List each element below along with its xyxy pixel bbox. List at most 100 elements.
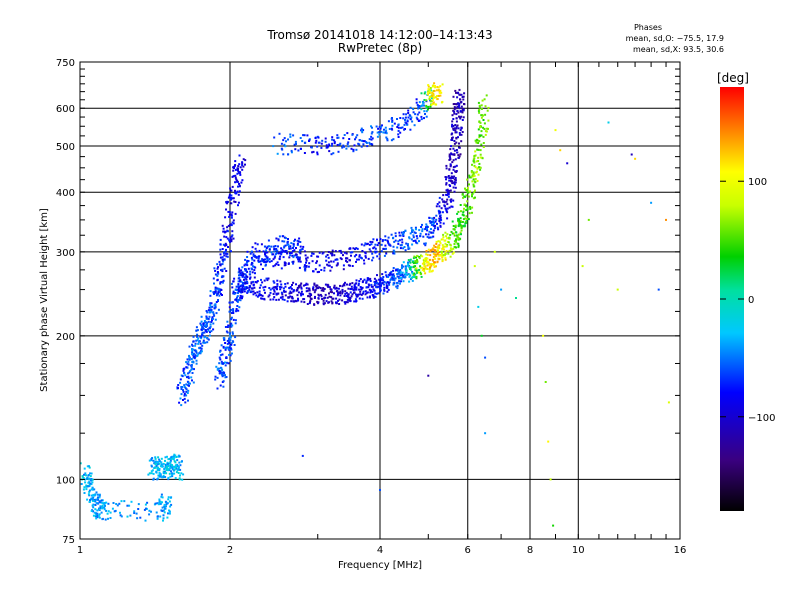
- trace-point: [470, 171, 473, 174]
- trace-point: [357, 282, 360, 285]
- trace-point: [472, 172, 475, 175]
- trace-point: [219, 370, 222, 373]
- trace-point: [155, 464, 158, 467]
- trace-point: [346, 260, 349, 263]
- trace-point: [174, 454, 177, 457]
- trace-point: [237, 201, 240, 204]
- trace-point: [217, 266, 219, 269]
- trace-point: [477, 173, 480, 176]
- trace-point: [325, 144, 328, 147]
- trace-point: [185, 394, 188, 397]
- trace-point: [163, 470, 166, 473]
- trace-point: [254, 272, 256, 275]
- trace-point: [429, 89, 432, 92]
- trace-point: [101, 501, 104, 504]
- trace-point: [244, 281, 247, 284]
- trace-point: [433, 82, 436, 85]
- trace-point: [305, 261, 307, 264]
- scatter-point: [301, 454, 304, 457]
- trace-point: [301, 248, 304, 250]
- trace-point: [217, 308, 220, 311]
- trace-point: [424, 113, 426, 115]
- trace-point: [385, 275, 388, 278]
- trace-point: [155, 470, 158, 473]
- trace-point: [371, 126, 373, 129]
- trace-point: [270, 251, 273, 254]
- trace-point: [415, 235, 418, 238]
- scatter-point: [650, 201, 653, 204]
- trace-point: [452, 166, 455, 169]
- trace-point: [177, 472, 180, 474]
- trace-point: [396, 268, 399, 271]
- trace-point: [300, 286, 303, 289]
- trace-point: [187, 389, 190, 392]
- trace-point: [239, 280, 242, 283]
- trace-point: [214, 290, 217, 293]
- trace-point: [88, 466, 91, 469]
- trace-point: [290, 151, 293, 154]
- trace-point: [92, 493, 95, 496]
- trace-point: [409, 268, 411, 270]
- trace-point: [246, 276, 249, 278]
- trace-point: [292, 262, 295, 265]
- trace-point: [474, 196, 476, 199]
- trace-point: [464, 222, 467, 225]
- trace-point: [402, 265, 405, 268]
- trace-point: [245, 278, 248, 281]
- trace-point: [379, 290, 382, 293]
- trace-point: [234, 181, 237, 184]
- trace-point: [241, 282, 244, 284]
- trace-point: [282, 153, 285, 156]
- trace-point: [392, 275, 395, 278]
- trace-point: [339, 290, 342, 293]
- trace-point: [454, 131, 457, 134]
- trace-point: [305, 259, 308, 262]
- trace-point: [182, 369, 185, 372]
- trace-point: [225, 201, 228, 204]
- trace-point: [356, 295, 359, 298]
- trace-point: [439, 215, 441, 218]
- trace-point: [283, 143, 286, 146]
- trace-point: [271, 287, 274, 290]
- trace-point: [477, 128, 480, 131]
- trace-point: [99, 505, 102, 508]
- x-axis-label: Frequency [MHz]: [338, 560, 422, 571]
- trace-point: [360, 293, 363, 296]
- trace-point: [345, 294, 348, 297]
- trace-point: [431, 248, 434, 251]
- y-axis-label: Stationary phase Virtual Height [km]: [39, 208, 50, 392]
- trace-point: [219, 253, 222, 256]
- trace-point: [139, 516, 142, 519]
- trace-point: [432, 218, 435, 221]
- trace-point: [169, 475, 172, 478]
- trace-point: [364, 293, 367, 296]
- trace-point: [168, 510, 171, 513]
- y-tick-label: 400: [56, 188, 75, 199]
- trace-point: [453, 234, 456, 237]
- trace-point: [200, 336, 203, 339]
- trace-point: [87, 481, 90, 484]
- trace-point: [255, 250, 258, 253]
- trace-point: [232, 340, 235, 343]
- trace-point: [439, 216, 442, 219]
- trace-point: [375, 279, 378, 282]
- trace-point: [458, 102, 461, 105]
- trace-point: [257, 255, 260, 258]
- trace-point: [459, 101, 462, 104]
- trace-point: [374, 282, 376, 285]
- trace-point: [438, 220, 441, 222]
- trace-point: [425, 106, 428, 108]
- trace-point: [373, 284, 376, 287]
- trace-point: [323, 302, 326, 305]
- trace-point: [105, 501, 108, 504]
- trace-point: [231, 332, 234, 335]
- trace-point: [177, 467, 180, 470]
- trace-point: [351, 265, 354, 267]
- trace-point: [421, 228, 424, 231]
- trace-point: [178, 478, 181, 481]
- trace-point: [359, 293, 362, 296]
- trace-point: [96, 493, 99, 496]
- trace-point: [425, 226, 427, 229]
- trace-point: [88, 490, 91, 493]
